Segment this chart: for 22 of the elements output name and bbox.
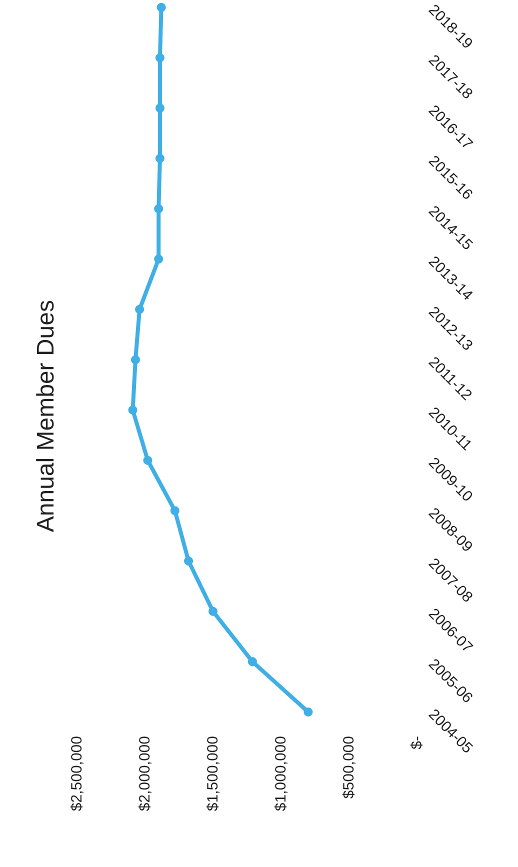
x-tick-label: $1,000,000 xyxy=(272,736,290,812)
point xyxy=(248,657,257,666)
x-tick-label: $1,500,000 xyxy=(204,736,222,812)
point xyxy=(154,254,164,264)
point xyxy=(155,104,164,113)
text: Annual Member Dues xyxy=(32,300,60,532)
point xyxy=(304,708,313,716)
point xyxy=(184,556,194,566)
point xyxy=(170,506,180,516)
point xyxy=(155,53,164,62)
point xyxy=(130,355,140,364)
point xyxy=(135,304,144,314)
x-tick-label: $2,500,000 xyxy=(68,736,86,812)
point xyxy=(154,204,164,214)
point xyxy=(156,2,166,12)
x-tick-label: $500,000 xyxy=(340,736,358,799)
point xyxy=(208,606,218,616)
x-tick-label: $- xyxy=(408,736,426,750)
point xyxy=(143,456,152,465)
x-tick-label: $2,000,000 xyxy=(136,736,154,812)
point xyxy=(128,406,138,415)
point xyxy=(155,154,164,163)
